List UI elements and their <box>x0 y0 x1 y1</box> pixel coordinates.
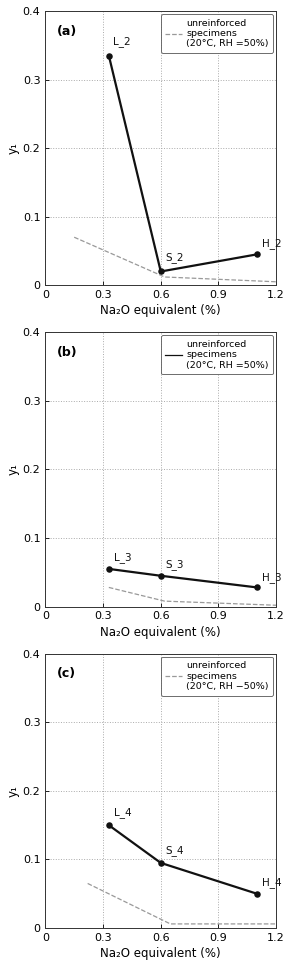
Text: H_4: H_4 <box>262 877 281 889</box>
Y-axis label: y₁: y₁ <box>7 142 20 154</box>
Y-axis label: y₁: y₁ <box>7 463 20 476</box>
Text: (b): (b) <box>57 346 77 359</box>
Legend: unreinforced
specimens
(20°C, RH =50%): unreinforced specimens (20°C, RH =50%) <box>161 14 273 53</box>
Point <box>159 568 163 583</box>
Point <box>159 264 163 279</box>
X-axis label: Na₂O equivalent (%): Na₂O equivalent (%) <box>100 626 221 638</box>
Legend: unreinforced
specimens
(20°C, RH =50%): unreinforced specimens (20°C, RH =50%) <box>161 336 273 374</box>
X-axis label: Na₂O equivalent (%): Na₂O equivalent (%) <box>100 947 221 960</box>
X-axis label: Na₂O equivalent (%): Na₂O equivalent (%) <box>100 305 221 317</box>
Text: H_2: H_2 <box>262 238 281 249</box>
Text: S_2: S_2 <box>166 252 184 263</box>
Point <box>159 855 163 870</box>
Text: S_3: S_3 <box>166 559 184 571</box>
Text: (a): (a) <box>57 24 77 38</box>
Point <box>255 579 259 595</box>
Point <box>107 47 111 63</box>
Text: S_4: S_4 <box>166 845 184 856</box>
Legend: unreinforced
specimens
(20°C, RH −50%): unreinforced specimens (20°C, RH −50%) <box>161 657 273 696</box>
Point <box>255 247 259 262</box>
Text: L_2: L_2 <box>113 37 130 47</box>
Text: (c): (c) <box>57 667 76 681</box>
Point <box>107 561 111 576</box>
Text: L_4: L_4 <box>114 807 131 818</box>
Text: H_3: H_3 <box>262 572 281 583</box>
Point <box>255 886 259 901</box>
Text: L_3: L_3 <box>114 552 131 564</box>
Y-axis label: y₁: y₁ <box>7 785 20 797</box>
Point <box>107 817 111 833</box>
